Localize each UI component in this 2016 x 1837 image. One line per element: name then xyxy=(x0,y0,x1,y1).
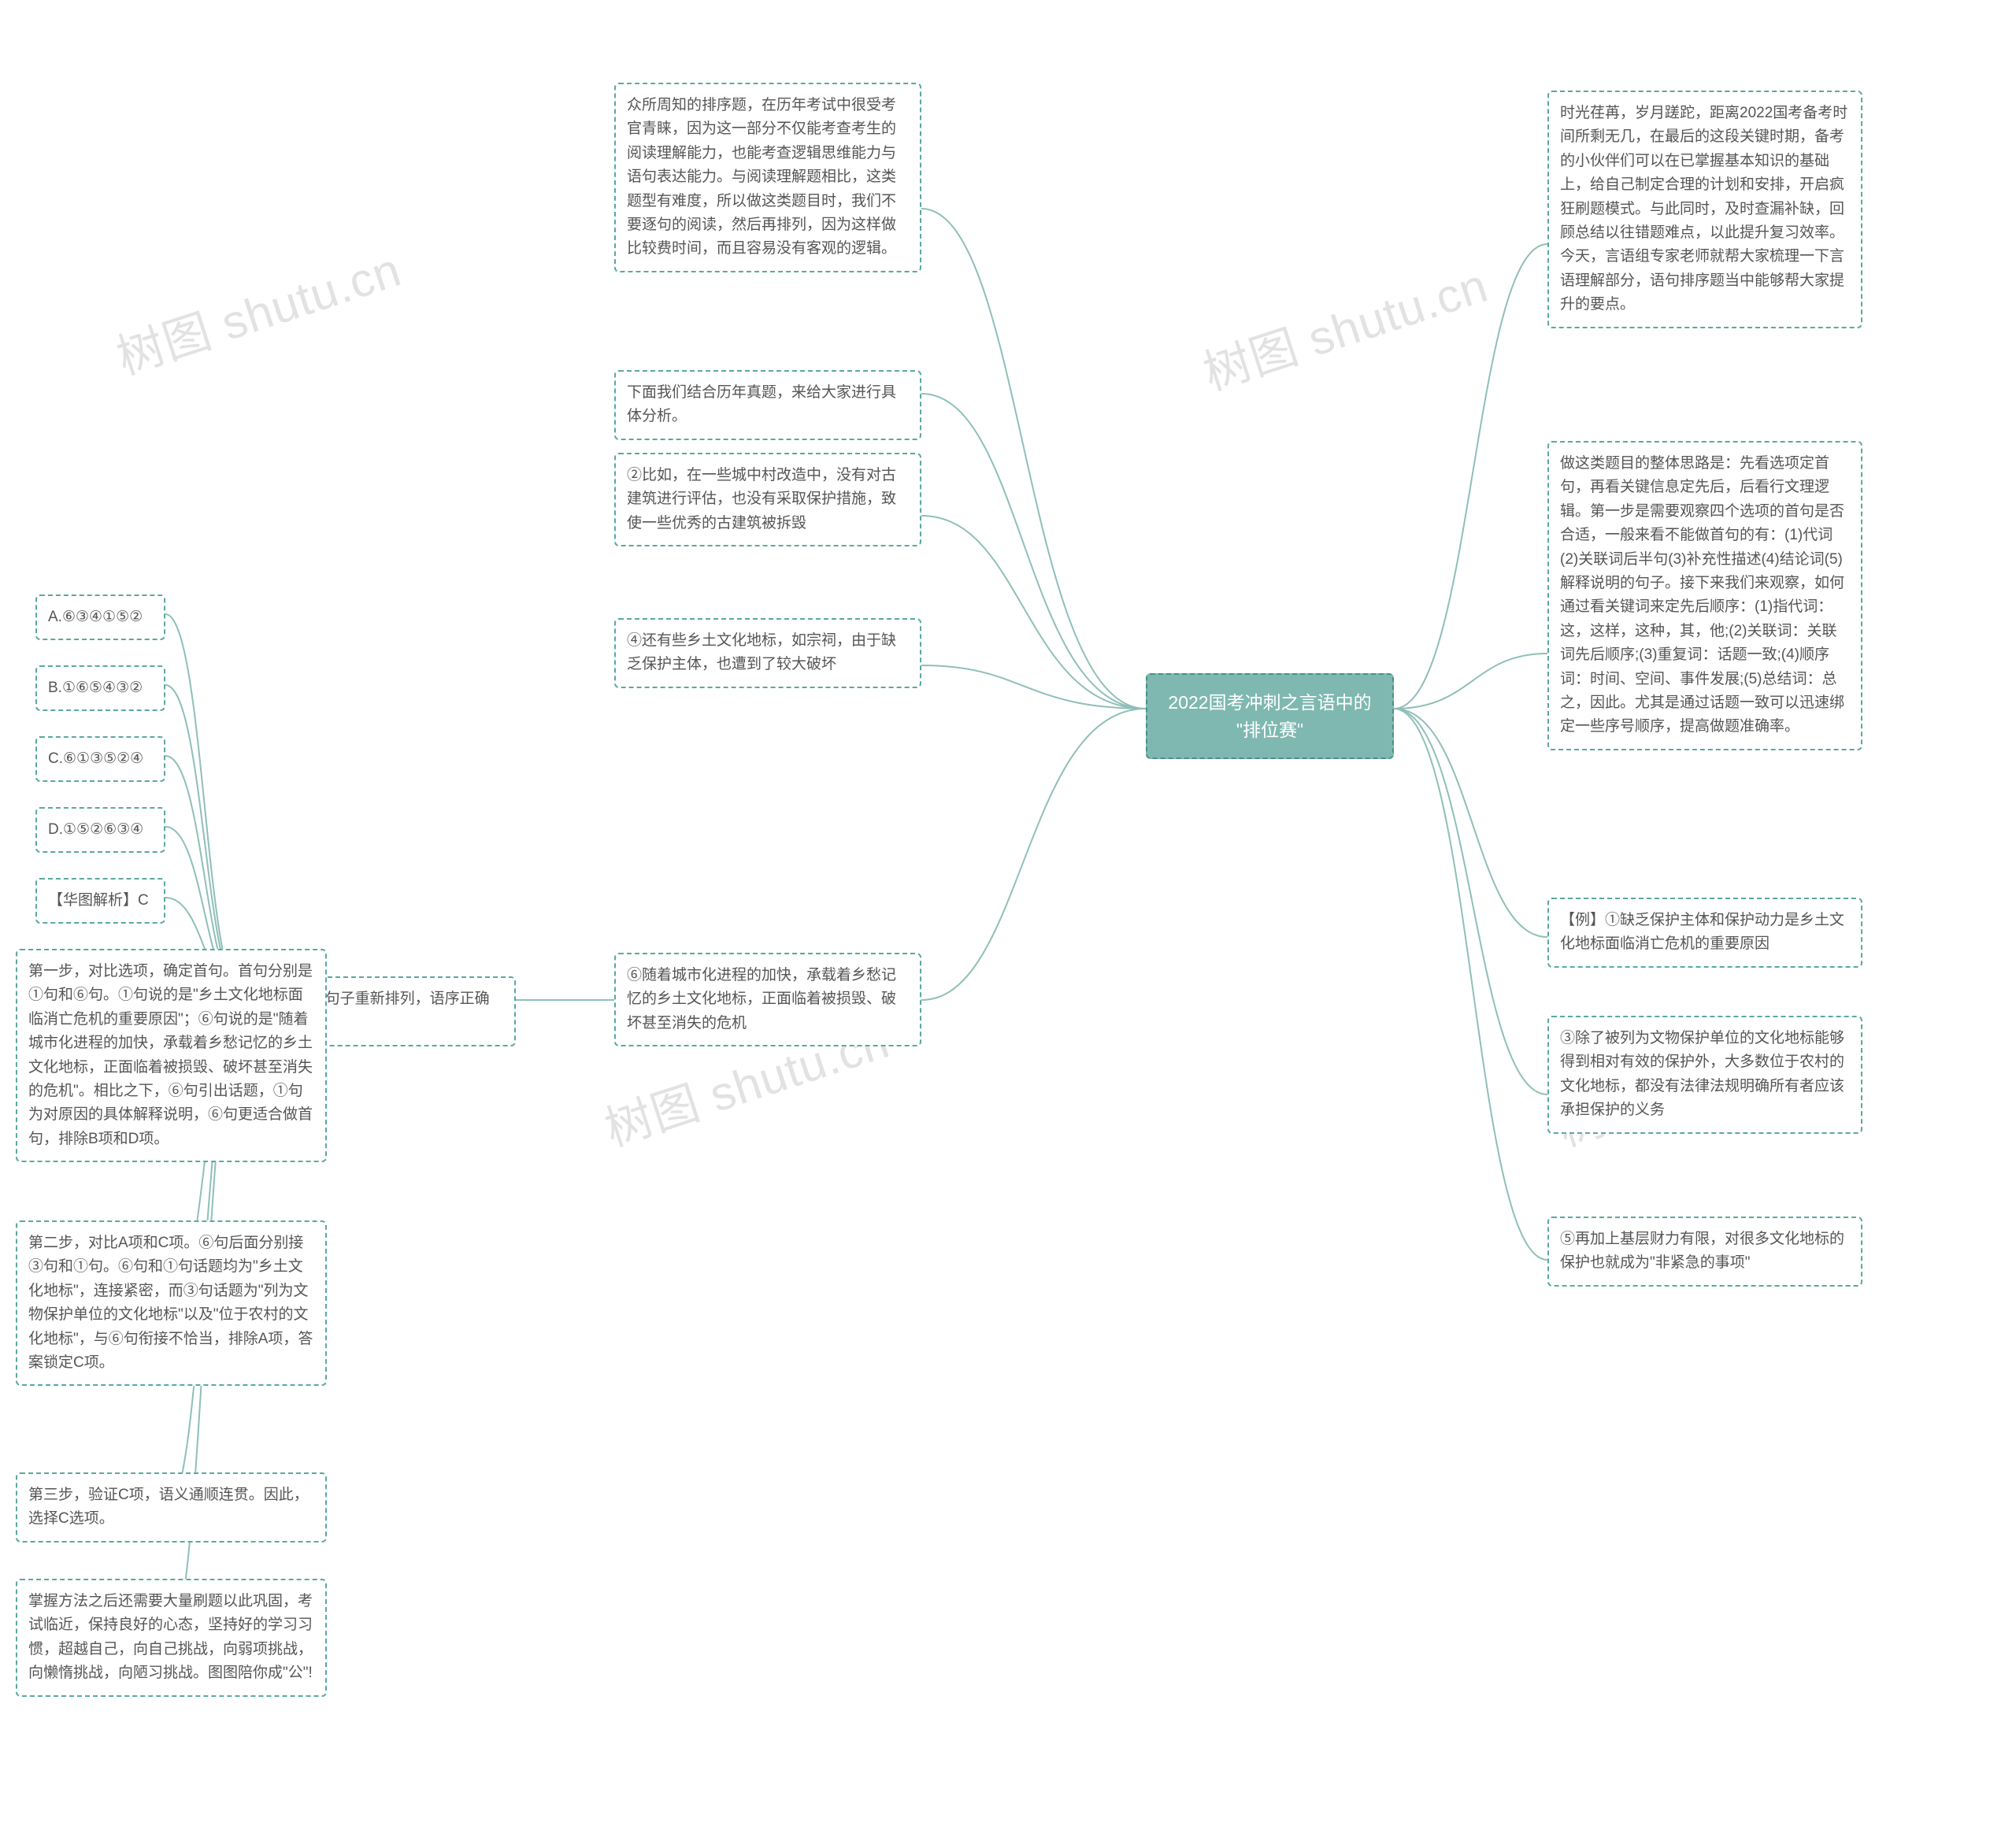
left-item-2: ②比如，在一些城中村改造中，没有对古建筑进行评估，也没有采取保护措施，致使一些优… xyxy=(614,453,921,546)
left-intro-2: 下面我们结合历年真题，来给大家进行具体分析。 xyxy=(614,370,921,440)
answer-key: 【华图解析】C xyxy=(35,878,165,924)
option-c: C.⑥①③⑤②④ xyxy=(35,736,165,782)
right-5: ⑤再加上基层财力有限，对很多文化地标的保护也就成为"非紧急的事项" xyxy=(1547,1217,1862,1287)
step-3: 第三步，验证C项，语义通顺连贯。因此，选择C选项。 xyxy=(16,1472,327,1543)
step-1: 第一步，对比选项，确定首句。首句分别是①句和⑥句。①句说的是"乡土文化地标面临消… xyxy=(16,949,327,1162)
option-d: D.①⑤②⑥③④ xyxy=(35,807,165,853)
step-2: 第二步，对比A项和C项。⑥句后面分别接③句和①句。⑥句和①句话题均为"乡土文化地… xyxy=(16,1220,327,1386)
right-3: 【例】①缺乏保护主体和保护动力是乡土文化地标面临消亡危机的重要原因 xyxy=(1547,898,1862,968)
left-item-4: ④还有些乡土文化地标，如宗祠，由于缺乏保护主体，也遭到了较大破坏 xyxy=(614,618,921,688)
watermark: 树图 shutu.cn xyxy=(1194,247,1495,403)
center-node: 2022国考冲刺之言语中的 "排位赛" xyxy=(1146,673,1394,759)
step-4: 掌握方法之后还需要大量刷题以此巩固，考试临近，保持良好的心态，坚持好的学习习惯，… xyxy=(16,1579,327,1697)
option-b: B.①⑥⑤④③② xyxy=(35,665,165,711)
watermark: 树图 shutu.cn xyxy=(107,231,409,387)
right-2: 做这类题目的整体思路是：先看选项定首句，再看关键信息定先后，后看行文理逻辑。第一… xyxy=(1547,441,1862,750)
right-4: ③除了被列为文物保护单位的文化地标能够得到相对有效的保护外，大多数位于农村的文化… xyxy=(1547,1016,1862,1134)
option-a: A.⑥③④①⑤② xyxy=(35,594,165,640)
left-intro-1: 众所周知的排序题，在历年考试中很受考官青睐，因为这一部分不仅能考查考生的阅读理解… xyxy=(614,83,921,272)
left-item-6: ⑥随着城市化进程的加快，承载着乡愁记忆的乡土文化地标，正面临着被损毁、破坏甚至消… xyxy=(614,953,921,1046)
right-1: 时光荏苒，岁月蹉跎，距离2022国考备考时间所剩无几，在最后的这段关键时期，备考… xyxy=(1547,91,1862,328)
